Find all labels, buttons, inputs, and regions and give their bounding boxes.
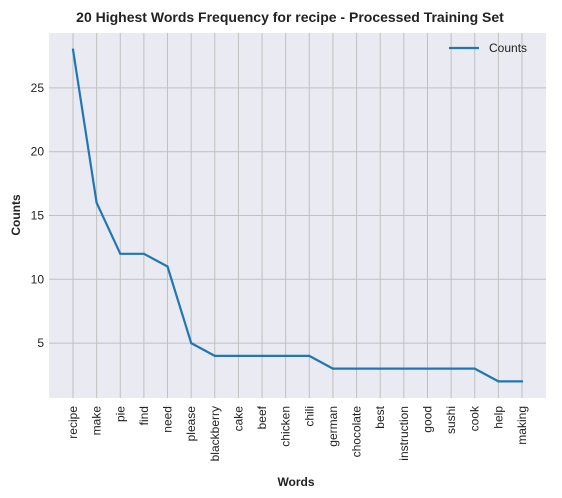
x-tick-label: chili: [302, 406, 316, 427]
x-tick-label: chocolate: [350, 406, 364, 458]
x-axis-label: Words: [277, 475, 314, 489]
data-point: [71, 48, 75, 51]
y-tick-label: 15: [31, 209, 45, 223]
x-tick-label: blackberry: [208, 406, 222, 461]
y-axis-label: Counts: [9, 194, 23, 236]
x-tick-label: pie: [113, 406, 127, 422]
x-tick-label: sushi: [444, 406, 458, 434]
x-tick-label: cake: [231, 406, 245, 432]
x-tick-label: good: [420, 406, 434, 433]
legend-label: Counts: [489, 41, 527, 55]
data-point: [95, 201, 98, 204]
data-point: [497, 380, 500, 383]
data-point: [450, 367, 453, 370]
data-point: [331, 367, 335, 370]
chart-title: 20 Highest Words Frequency for recipe - …: [76, 9, 504, 25]
data-point: [308, 354, 311, 357]
data-point: [119, 252, 122, 255]
data-point: [166, 265, 169, 268]
data-point: [142, 252, 145, 255]
y-tick-label: 10: [31, 272, 45, 286]
x-tick-label: beef: [255, 405, 269, 429]
data-point: [355, 367, 358, 370]
y-tick-label: 5: [37, 336, 44, 350]
series-line: [71, 48, 524, 383]
x-tick-label: cook: [468, 405, 482, 431]
x-tick-label: please: [184, 406, 198, 442]
series-layer: [71, 48, 524, 383]
x-tick-label: making: [515, 406, 529, 445]
data-point: [426, 367, 429, 370]
data-point: [473, 367, 476, 370]
y-tick-label: 25: [31, 81, 45, 95]
x-tick-label: recipe: [66, 406, 80, 439]
data-point: [284, 354, 287, 357]
grid-lines: [49, 33, 546, 398]
x-axis-ticks: recipe make pie find need please blackberry cak…: [66, 405, 529, 461]
data-point: [260, 354, 264, 357]
data-point: [190, 342, 193, 345]
data-point: [213, 354, 216, 357]
data-point: [379, 367, 382, 370]
data-point: [402, 367, 405, 370]
x-tick-label: make: [90, 406, 104, 436]
legend: Counts: [449, 41, 527, 55]
x-tick-label: help: [491, 406, 505, 429]
data-point: [237, 354, 240, 357]
x-tick-label: chicken: [279, 406, 293, 447]
y-axis-ticks: 5 10 15 20 25: [31, 81, 45, 350]
data-point: [520, 380, 524, 383]
x-tick-label: best: [373, 405, 387, 428]
x-tick-label: instruction: [397, 406, 411, 461]
x-tick-label: need: [161, 406, 175, 433]
y-tick-label: 20: [31, 145, 45, 159]
x-tick-label: german: [326, 406, 340, 447]
x-tick-label: find: [137, 406, 151, 425]
